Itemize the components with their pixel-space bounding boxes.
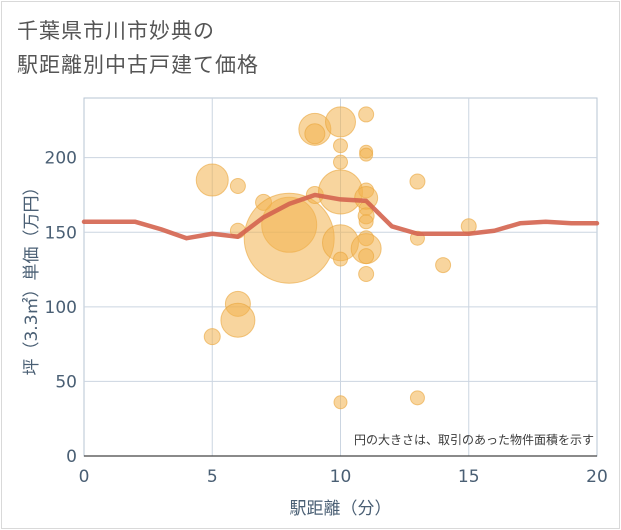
x-tick-label: 5: [207, 467, 218, 487]
bubble-point: [333, 138, 348, 154]
bubble-point: [195, 163, 229, 197]
y-tick-label: 150: [45, 223, 77, 243]
bubble-point: [409, 390, 425, 406]
bubble-point: [220, 302, 256, 338]
bubble-point: [203, 328, 221, 346]
bubble-point: [435, 257, 452, 274]
chart-title: 千葉県市川市妙典の 駅距離別中古戸建て価格: [17, 14, 577, 82]
x-tick-label: 0: [79, 467, 90, 487]
chart-title-line-2: 駅距離別中古戸建て価格: [17, 53, 259, 77]
average-price-line: [81, 192, 600, 241]
y-tick-label: 100: [45, 298, 77, 318]
y-tick-label: 0: [66, 447, 77, 467]
bubble-point: [359, 147, 374, 162]
chart-title-line-1: 千葉県市川市妙典の: [17, 19, 215, 43]
line-layer: [81, 192, 600, 241]
x-tick-label: 15: [458, 467, 480, 487]
y-axis-title: 坪（3.3㎡）単価（万円）: [22, 178, 42, 375]
bubble-point: [358, 214, 374, 230]
bubble-point: [304, 123, 326, 145]
x-axis-title: 駅距離（分）: [290, 499, 392, 519]
bubble-point: [325, 106, 356, 138]
y-tick-label: 50: [55, 372, 77, 392]
bubble-point: [358, 248, 375, 265]
x-tick-label: 20: [586, 467, 608, 487]
bubble-layer: [195, 106, 477, 410]
bubble-point: [333, 154, 348, 170]
bubble-size-note: 円の大きさは、取引のあった物件面積を示す: [354, 432, 594, 447]
bubble-point: [229, 178, 246, 195]
bubble-point: [409, 173, 426, 190]
bubble-point: [358, 266, 375, 283]
bubble-point: [333, 395, 348, 410]
x-tick-label: 10: [330, 467, 352, 487]
bubble-point: [243, 192, 335, 284]
bubble-point: [333, 251, 348, 267]
y-tick-label: 200: [45, 149, 77, 169]
bubble-point: [358, 106, 375, 123]
